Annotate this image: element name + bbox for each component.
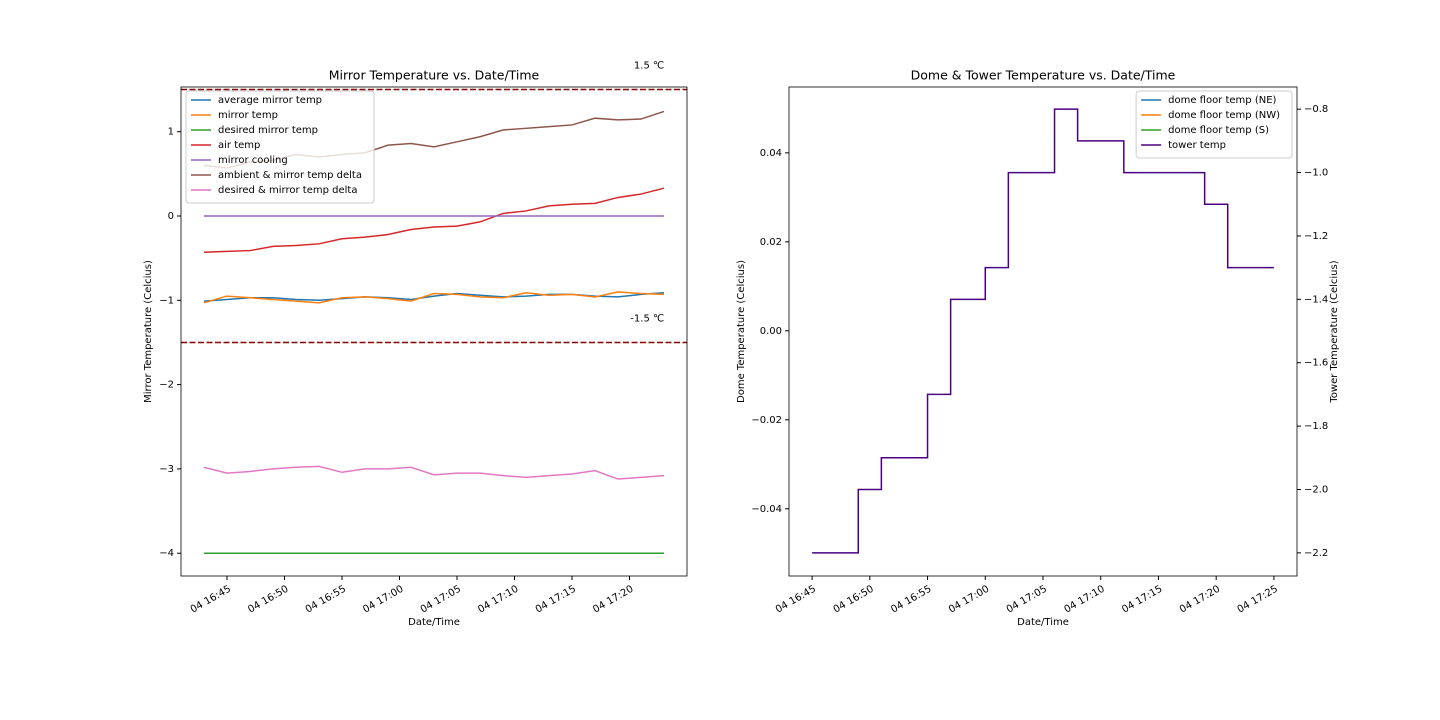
y-tick-label: 0.04 [760,148,782,159]
x-tick-label: 04 16:55 [889,584,933,616]
y-tick-label: −3 [159,464,174,475]
chart-title: Mirror Temperature vs. Date/Time [329,68,540,83]
x-tick-label: 04 17:05 [419,584,463,616]
x-tick-label: 04 16:50 [832,584,876,616]
x-tick-label: 04 16:50 [246,584,290,616]
legend-label: dome floor temp (NE) [1168,95,1276,106]
x-tick-label: 04 17:10 [476,584,520,616]
x-axis-label: Date/Time [1017,617,1069,628]
y-tick-label: −1 [159,295,174,306]
x-tick-label: 04 16:45 [774,584,818,616]
legend-label: dome floor temp (S) [1168,125,1269,136]
series-line [812,108,1274,554]
legend-label: mirror cooling [218,155,288,166]
x-tick-label: 04 17:20 [1178,584,1222,616]
y2-tick-label: −1.6 [1304,358,1328,369]
legend-label: desired mirror temp [218,125,318,136]
legend: dome floor temp (NE) dome floor temp (NW)… [1135,90,1293,159]
legend-box [185,90,375,204]
y2-tick-label: −1.4 [1304,294,1328,305]
y-axis-label: Dome Temperature (Celcius) [736,260,747,403]
plot-frame [788,86,1298,577]
x-tick-label: 04 17:10 [1062,584,1106,616]
legend-box [1135,90,1293,159]
y-tick-label: −0.02 [751,415,782,426]
y2-tick-label: −2.0 [1304,484,1328,495]
legend-label: desired & mirror temp delta [218,185,357,196]
x-tick-label: 04 17:00 [361,584,405,616]
x-tick-label: 04 17:20 [591,584,635,616]
y-tick-label: −0.04 [751,504,782,515]
y-tick-label: 0.00 [760,326,782,337]
y-tick-label: 0.02 [760,237,782,248]
series-line [203,187,665,253]
y-tick-label: −4 [159,548,174,559]
legend-label: air temp [218,140,260,151]
legend-label: mirror temp [218,110,278,121]
x-tick-label: 04 16:55 [304,584,348,616]
plot-frame [180,86,688,577]
x-tick-label: 04 17:00 [947,584,991,616]
threshold-label: -1.5 ℃ [630,313,664,324]
legend-label: average mirror temp [218,95,322,106]
x-tick-label: 04 17:15 [1120,584,1164,616]
x-tick-label: 04 17:15 [534,584,578,616]
series-line [203,465,665,480]
y2-tick-label: −2.2 [1304,548,1328,559]
y2-tick-label: −1.2 [1304,231,1328,242]
x-tick-label: 04 16:45 [189,584,233,616]
chart-title: Dome & Tower Temperature vs. Date/Time [911,68,1176,83]
legend: average mirror temp mirror temp desired mi… [185,90,375,204]
legend-label: ambient & mirror temp delta [218,170,362,181]
y2-tick-label: −1.0 [1304,168,1328,179]
y2-axis-label: Tower Temperature (Celcius) [1329,260,1340,403]
threshold-label: 1.5 ℃ [634,61,664,72]
legend-label: tower temp [1168,140,1226,151]
y-axis-label: Mirror Temperature (Celcius) [143,260,154,403]
x-tick-label: 04 17:25 [1236,584,1280,616]
x-axis-label: Date/Time [408,617,460,628]
series-line [203,291,665,304]
y-tick-label: 0 [168,211,174,222]
y2-tick-label: −1.8 [1304,421,1328,432]
x-tick-label: 04 17:05 [1005,584,1049,616]
legend-label: dome floor temp (NW) [1168,110,1280,121]
y-tick-label: 1 [168,127,174,138]
y-tick-label: −2 [159,380,174,391]
y2-tick-label: −0.8 [1304,104,1328,115]
